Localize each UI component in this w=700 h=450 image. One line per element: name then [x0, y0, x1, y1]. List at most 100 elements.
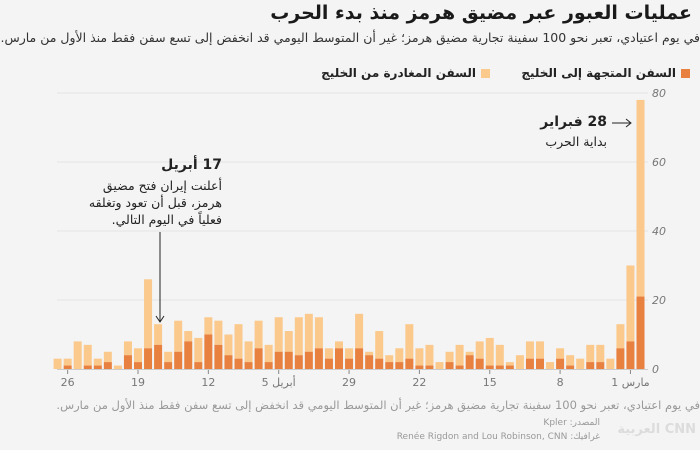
bar-to-gulf	[355, 348, 364, 369]
bar-from-gulf	[194, 337, 203, 363]
bar-to-gulf	[586, 362, 595, 369]
bar-from-gulf	[103, 351, 112, 363]
bar-to-gulf	[505, 365, 514, 369]
bar-from-gulf	[505, 362, 514, 366]
legend-swatch-to-gulf	[681, 68, 690, 78]
bar-to-gulf	[83, 365, 92, 369]
bar-to-gulf	[164, 362, 173, 369]
bar-from-gulf	[234, 324, 243, 359]
bar-from-gulf	[284, 331, 293, 352]
bar-from-gulf	[375, 331, 384, 359]
bar-from-gulf	[455, 344, 464, 366]
x-tick-label: 5 أبريل	[262, 375, 296, 389]
bar-from-gulf	[566, 355, 575, 366]
bar-to-gulf	[314, 348, 323, 369]
bar-to-gulf	[616, 348, 625, 369]
bar-from-gulf	[425, 344, 434, 366]
bar-to-gulf	[184, 341, 193, 369]
bar-from-gulf	[525, 341, 534, 359]
bar-to-gulf	[455, 365, 464, 369]
y-tick-label: 20	[652, 294, 666, 307]
y-tick-label: 60	[652, 156, 666, 169]
annotation-date-apr17: 17 أبريل	[161, 157, 222, 173]
bar-to-gulf	[144, 348, 153, 369]
annotation-line: أعلنت إيران فتح مضيق	[102, 178, 222, 193]
bar-from-gulf	[445, 351, 454, 363]
bar-to-gulf	[536, 358, 544, 369]
footer-note: في يوم اعتيادي، تعبر نحو 100 سفينة تجاري…	[56, 398, 700, 412]
footer-source: المصدر: Kpler	[543, 418, 600, 428]
bar-to-gulf	[626, 341, 635, 369]
bar-from-gulf	[53, 358, 62, 369]
x-tick-label: 26	[61, 376, 75, 389]
bar-to-gulf	[365, 355, 374, 369]
bar-from-gulf	[365, 351, 374, 356]
arrowhead-icon	[625, 118, 632, 128]
bar-to-gulf	[465, 355, 474, 369]
x-tick-label: 8	[557, 376, 564, 389]
bar-from-gulf	[546, 362, 555, 369]
bar-from-gulf	[335, 341, 343, 349]
bar-from-gulf	[274, 317, 283, 352]
bar-to-gulf	[93, 365, 102, 369]
bar-from-gulf	[244, 341, 253, 363]
bar-from-gulf	[435, 362, 444, 369]
bar-from-gulf	[73, 341, 82, 369]
annotation-text-feb28: بداية الحرب	[545, 134, 607, 149]
bar-from-gulf	[264, 344, 273, 363]
bar-to-gulf	[214, 344, 223, 369]
bar-from-gulf	[134, 348, 142, 363]
bar-to-gulf	[395, 362, 404, 369]
bar-from-gulf	[355, 313, 364, 349]
bar-from-gulf	[415, 348, 424, 366]
bar-to-gulf	[134, 362, 142, 369]
bar-to-gulf	[345, 358, 354, 369]
bar-to-gulf	[294, 355, 303, 369]
bar-from-gulf	[93, 358, 102, 366]
bar-to-gulf	[475, 358, 484, 369]
bar-from-gulf	[616, 324, 625, 349]
bar-to-gulf	[224, 355, 233, 369]
bar-to-gulf	[415, 365, 424, 369]
bar-from-gulf	[405, 324, 414, 359]
bar-to-gulf	[335, 348, 343, 369]
bar-from-gulf	[304, 313, 313, 352]
bar-from-gulf	[395, 348, 404, 363]
bar-to-gulf	[103, 362, 112, 369]
bar-to-gulf	[264, 362, 273, 369]
bar-to-gulf	[123, 355, 132, 369]
cnn-arabic-logo: CNN العربية	[617, 422, 696, 437]
bar-from-gulf	[485, 337, 494, 366]
bar-from-gulf	[224, 334, 233, 356]
bar-from-gulf	[495, 344, 504, 366]
bar-to-gulf	[525, 358, 534, 369]
bar-to-gulf	[636, 296, 645, 369]
legend-label: السفن المغادرة من الخليج	[321, 66, 476, 80]
bar-from-gulf	[144, 279, 153, 349]
x-tick-label: 22	[412, 376, 426, 389]
bar-from-gulf	[63, 358, 72, 366]
bar-from-gulf	[475, 341, 484, 359]
bar-from-gulf	[214, 320, 223, 345]
y-tick-label: 80	[652, 87, 666, 100]
bar-to-gulf	[63, 365, 72, 369]
bar-to-gulf	[204, 334, 213, 369]
bar-from-gulf	[606, 358, 615, 369]
bar-from-gulf	[184, 331, 193, 342]
bar-to-gulf	[154, 344, 163, 369]
bar-to-gulf	[485, 365, 494, 369]
chart-subtitle: في يوم اعتيادي، تعبر نحو 100 سفينة تجاري…	[0, 30, 700, 45]
bar-to-gulf	[385, 362, 394, 369]
bar-to-gulf	[405, 358, 414, 369]
bar-from-gulf	[314, 317, 323, 349]
x-tick-label: 12	[201, 376, 215, 389]
bar-to-gulf	[284, 351, 293, 369]
y-tick-label: 40	[652, 225, 666, 238]
bar-to-gulf	[194, 362, 203, 369]
bar-to-gulf	[445, 362, 454, 369]
legend-item-to-gulf: السفن المتجهة إلى الخليج	[521, 66, 690, 80]
bar-to-gulf	[596, 362, 605, 369]
bar-from-gulf	[174, 320, 183, 352]
footer-credit: غرافيك: Renée Rigdon and Lou Robinson, C…	[396, 432, 600, 442]
